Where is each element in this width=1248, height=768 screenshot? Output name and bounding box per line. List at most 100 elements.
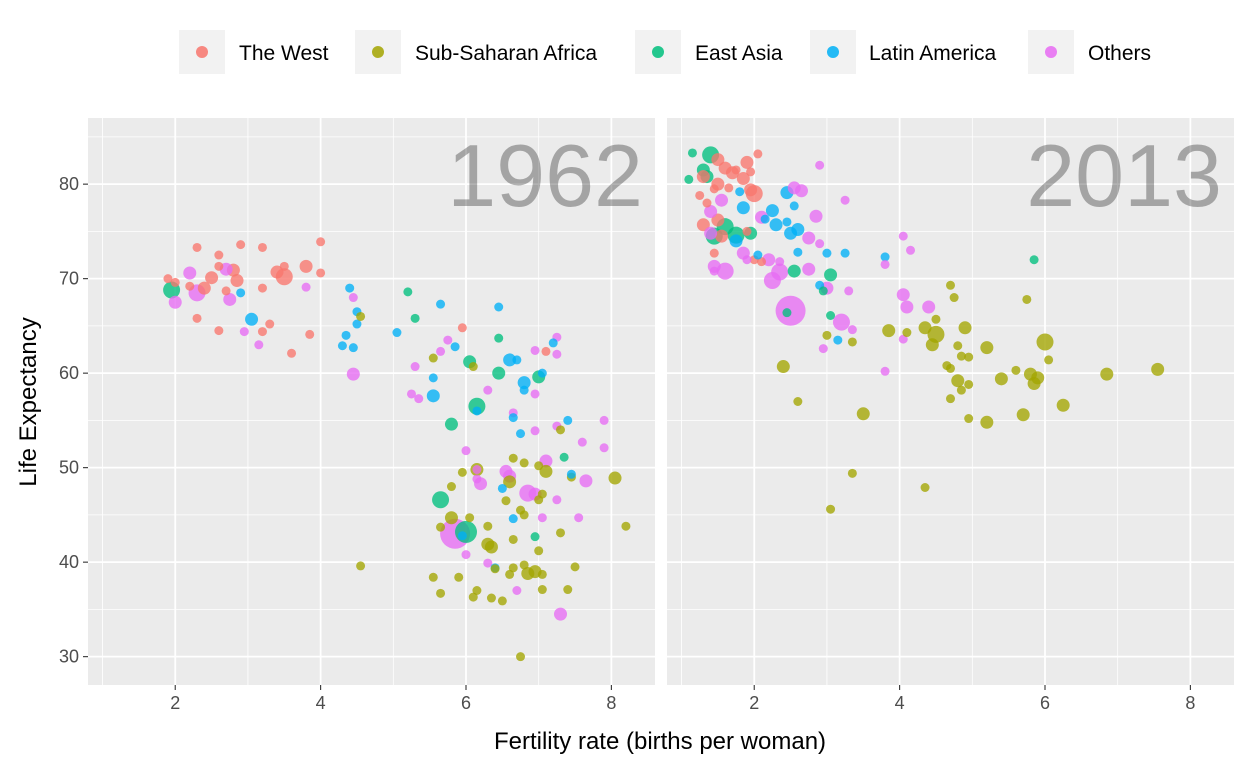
data-point bbox=[537, 489, 547, 499]
data-point bbox=[815, 160, 825, 170]
panel-year-label: 2013 bbox=[1026, 126, 1222, 225]
data-point bbox=[192, 242, 202, 252]
data-point bbox=[815, 239, 825, 249]
data-point bbox=[436, 299, 446, 309]
data-point bbox=[833, 335, 843, 345]
data-point bbox=[539, 464, 553, 478]
legend-label: East Asia bbox=[695, 42, 783, 65]
data-point bbox=[508, 413, 518, 423]
y-tick-label: 80 bbox=[59, 174, 79, 194]
data-point bbox=[791, 223, 805, 237]
data-point bbox=[559, 452, 569, 462]
data-point bbox=[715, 229, 729, 243]
legend-item: East Asia bbox=[635, 30, 783, 74]
legend-label: Sub-Saharan Africa bbox=[415, 42, 597, 65]
data-point bbox=[731, 165, 741, 175]
points bbox=[684, 146, 1165, 514]
x-tick-label: 8 bbox=[606, 693, 616, 713]
data-point bbox=[519, 560, 529, 570]
data-point bbox=[687, 148, 697, 158]
data-point bbox=[414, 394, 424, 404]
x-tick-label: 8 bbox=[1185, 693, 1195, 713]
data-point bbox=[497, 483, 507, 493]
data-point bbox=[840, 195, 850, 205]
data-point bbox=[789, 201, 799, 211]
data-point bbox=[392, 328, 402, 338]
data-point bbox=[516, 652, 526, 662]
data-point bbox=[566, 469, 576, 479]
data-point bbox=[428, 373, 438, 383]
data-point bbox=[503, 353, 517, 367]
data-point bbox=[1022, 294, 1032, 304]
data-point bbox=[956, 385, 966, 395]
data-point bbox=[822, 248, 832, 258]
data-point bbox=[1100, 367, 1114, 381]
data-point bbox=[556, 425, 565, 435]
data-point bbox=[742, 255, 752, 265]
data-point bbox=[519, 458, 529, 468]
data-point bbox=[270, 265, 284, 279]
data-point bbox=[902, 328, 912, 338]
data-point bbox=[505, 569, 515, 579]
data-point bbox=[537, 368, 547, 378]
panel-background bbox=[88, 118, 655, 685]
legend-label: Latin America bbox=[869, 42, 997, 65]
data-point bbox=[824, 268, 838, 282]
data-point bbox=[257, 327, 267, 337]
data-point bbox=[239, 327, 249, 337]
data-point bbox=[205, 271, 219, 285]
data-point bbox=[494, 302, 504, 312]
data-point bbox=[183, 266, 197, 280]
x-tick-labels: 2 4 6 8 bbox=[749, 685, 1195, 713]
data-point bbox=[753, 149, 763, 159]
data-point bbox=[436, 522, 446, 532]
data-point bbox=[760, 214, 770, 224]
data-point bbox=[729, 234, 743, 248]
legend: The West Sub-Saharan Africa East Asia Latin… bbox=[179, 30, 1151, 74]
legend-swatch bbox=[652, 46, 664, 58]
data-point bbox=[257, 283, 267, 293]
data-point bbox=[782, 217, 792, 227]
legend-label: Others bbox=[1088, 42, 1151, 65]
data-point bbox=[906, 245, 916, 255]
data-point bbox=[1031, 371, 1045, 385]
data-point bbox=[497, 596, 507, 606]
data-point bbox=[826, 504, 836, 514]
data-point bbox=[530, 532, 540, 542]
data-point bbox=[931, 314, 941, 324]
data-point bbox=[450, 342, 460, 352]
data-point bbox=[599, 415, 609, 425]
data-point bbox=[541, 346, 551, 356]
data-point bbox=[563, 585, 573, 595]
data-point bbox=[856, 407, 870, 421]
data-point bbox=[847, 325, 857, 335]
data-point bbox=[896, 288, 910, 302]
data-point bbox=[946, 363, 955, 373]
data-point bbox=[341, 330, 351, 340]
data-point bbox=[704, 205, 718, 219]
data-point bbox=[818, 344, 828, 354]
data-point bbox=[1036, 333, 1054, 351]
data-point bbox=[428, 572, 438, 582]
data-point bbox=[570, 562, 580, 572]
data-point bbox=[920, 482, 930, 492]
data-point bbox=[530, 389, 540, 399]
data-point bbox=[279, 261, 289, 271]
legend-swatch bbox=[1045, 46, 1057, 58]
data-point bbox=[1016, 408, 1030, 422]
data-point bbox=[704, 226, 718, 240]
data-point bbox=[519, 385, 529, 395]
data-point bbox=[880, 366, 890, 376]
data-point bbox=[508, 563, 518, 573]
data-point bbox=[168, 295, 182, 309]
data-point bbox=[711, 213, 725, 227]
data-point bbox=[964, 414, 974, 424]
y-tick-label: 40 bbox=[59, 552, 79, 572]
data-point bbox=[621, 521, 631, 531]
legend-label: The West bbox=[239, 42, 329, 65]
data-point bbox=[265, 319, 275, 329]
data-point bbox=[465, 513, 475, 523]
y-axis-title: Life Expectancy bbox=[15, 317, 42, 486]
data-point bbox=[964, 352, 974, 362]
data-point bbox=[769, 218, 783, 232]
